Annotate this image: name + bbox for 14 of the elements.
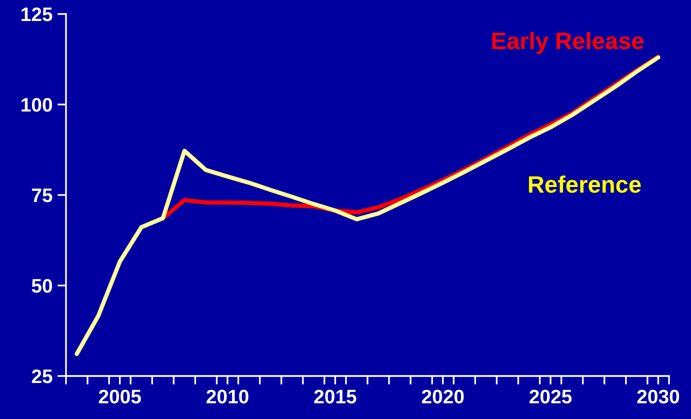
series-label: Reference bbox=[528, 175, 641, 193]
y-tick-label: 25 bbox=[32, 369, 52, 384]
x-tick-label: 2030 bbox=[637, 390, 680, 404]
y-tick-label: 75 bbox=[32, 188, 52, 202]
y-tick-label: 50 bbox=[32, 278, 52, 293]
x-tick-label: 2005 bbox=[98, 390, 141, 404]
x-tick-label: 2015 bbox=[314, 390, 356, 404]
y-tick-label: 125 bbox=[22, 7, 52, 22]
x-tick-label: 2020 bbox=[422, 390, 464, 404]
series-label: Early Release bbox=[492, 32, 644, 54]
y-tick-label: 100 bbox=[22, 98, 52, 112]
x-tick-label: 2010 bbox=[206, 390, 248, 404]
line-series bbox=[74, 55, 660, 356]
x-tick-label: 2025 bbox=[530, 390, 572, 404]
